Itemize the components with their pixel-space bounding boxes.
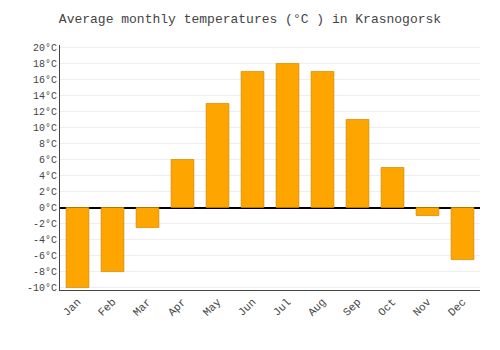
svg-text:Sep: Sep — [341, 296, 363, 318]
svg-text:May: May — [201, 296, 224, 319]
svg-text:6°C: 6°C — [39, 155, 57, 166]
svg-text:8°C: 8°C — [39, 139, 57, 150]
svg-text:Jun: Jun — [236, 296, 258, 318]
svg-text:Aug: Aug — [306, 296, 328, 318]
svg-text:18°C: 18°C — [33, 59, 57, 70]
svg-text:0°C: 0°C — [39, 203, 57, 214]
svg-text:Average monthly temperatures (: Average monthly temperatures (°C ) in Kr… — [59, 12, 441, 27]
svg-text:10°C: 10°C — [33, 123, 57, 134]
svg-text:14°C: 14°C — [33, 91, 57, 102]
svg-text:Oct: Oct — [376, 296, 398, 318]
svg-text:-2°C: -2°C — [33, 219, 57, 230]
svg-text:Mar: Mar — [131, 296, 153, 318]
svg-text:2°C: 2°C — [39, 187, 57, 198]
svg-text:-10°C: -10°C — [27, 283, 57, 294]
svg-text:-8°C: -8°C — [33, 267, 57, 278]
svg-text:12°C: 12°C — [33, 107, 57, 118]
svg-text:Apr: Apr — [166, 296, 188, 318]
svg-text:-4°C: -4°C — [33, 235, 57, 246]
svg-text:Nov: Nov — [411, 296, 434, 319]
svg-text:Jan: Jan — [61, 296, 83, 318]
svg-text:Dec: Dec — [446, 296, 468, 318]
svg-text:16°C: 16°C — [33, 75, 57, 86]
svg-text:-6°C: -6°C — [33, 251, 57, 262]
svg-text:4°C: 4°C — [39, 171, 57, 182]
svg-text:Feb: Feb — [96, 296, 118, 318]
svg-text:20°C: 20°C — [33, 43, 57, 54]
svg-text:Jul: Jul — [271, 296, 293, 318]
